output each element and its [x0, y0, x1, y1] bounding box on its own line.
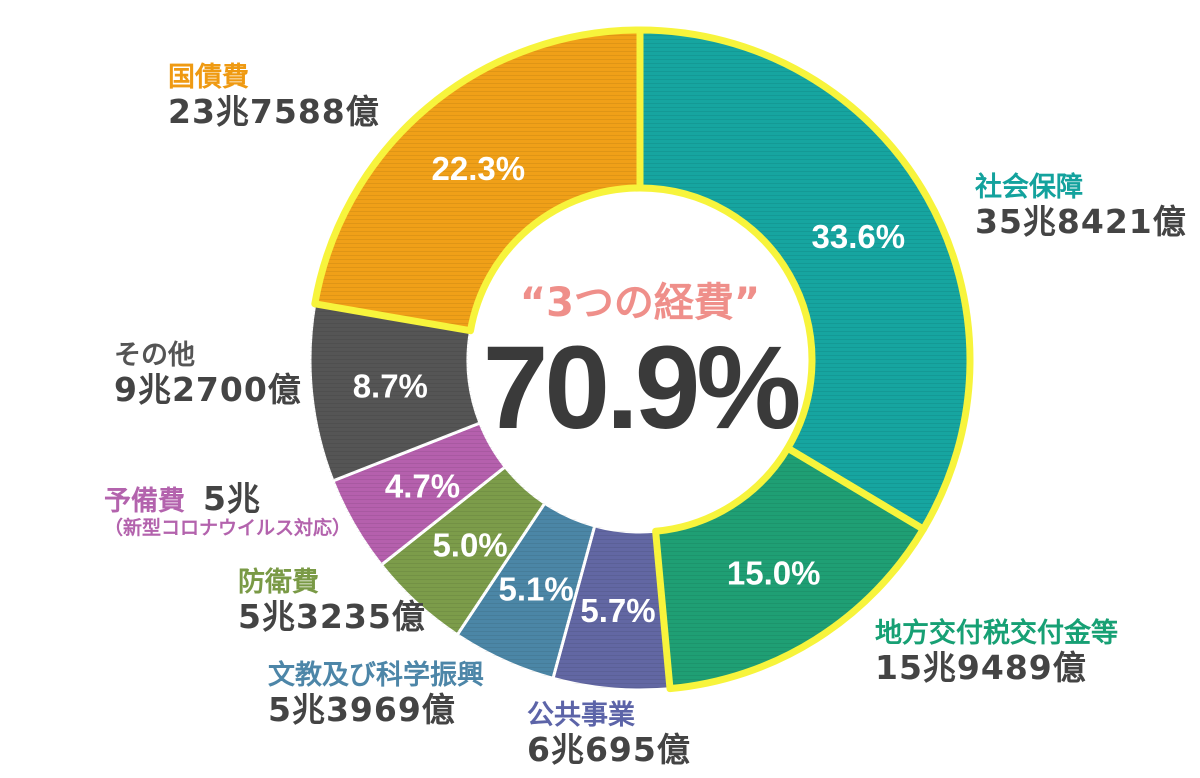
percent-label: 4.7%	[385, 467, 460, 504]
category-name: その他	[114, 340, 195, 371]
slice-texture-1	[640, 30, 970, 530]
category-label: 防衛費 5兆3235億	[238, 567, 426, 636]
category-label: 地方交付税交付金等 15兆9489億	[875, 618, 1118, 687]
highlight-outline-2	[652, 444, 927, 693]
category-row: 予備費 5兆	[104, 480, 351, 518]
category-amount: 5兆	[203, 479, 261, 518]
category-amount: 5兆3969億	[268, 690, 456, 730]
center-title: “3つの経費”	[519, 280, 761, 326]
slice-texture-8	[314, 30, 640, 331]
slice-texture-7	[309, 303, 480, 481]
percent-label: 15.0%	[727, 554, 821, 591]
highlight-outline-1	[636, 26, 974, 533]
category-label: その他 9兆2700億	[114, 340, 302, 409]
slice-texture-6	[332, 423, 506, 565]
category-name: 文教及び科学振興	[268, 660, 484, 691]
category-name: 公共事業	[527, 700, 635, 731]
slice-texture-3	[553, 525, 670, 690]
highlight-outlines	[311, 26, 974, 693]
percent-label: 5.1%	[498, 570, 573, 607]
slice-texture-5	[381, 466, 545, 635]
percent-label: 8.7%	[353, 368, 428, 405]
category-name: 社会保障	[975, 172, 1083, 203]
category-amount: 9兆2700億	[114, 370, 302, 410]
highlight-outline-8	[311, 26, 644, 335]
category-amount: 35兆8421億	[975, 202, 1187, 242]
donut-slices	[308, 28, 972, 692]
category-amount: 15兆9489億	[875, 648, 1087, 688]
category-label: 公共事業 6兆695億	[527, 700, 691, 769]
percent-label: 22.3%	[432, 150, 526, 187]
center-value: 70.9%	[482, 322, 802, 454]
percent-labels: 33.6% 15.0% 5.7%5.1% 5.0% 4.7% 8.7% 22.3%	[353, 150, 905, 629]
percent-label: 5.0%	[432, 527, 507, 564]
category-note: （新型コロナウイルス対応）	[104, 516, 352, 539]
percent-label: 5.7%	[580, 592, 655, 629]
percent-label: 33.6%	[811, 218, 905, 255]
category-label: 国債費 23兆7588億	[168, 62, 380, 131]
category-label: 文教及び科学振興 5兆3969億	[268, 660, 484, 729]
category-amount: 23兆7588億	[168, 92, 380, 132]
category-label: 予備費 5兆 （新型コロナウイルス対応）	[104, 480, 351, 540]
category-name: 予備費	[104, 486, 185, 517]
category-label: 社会保障 35兆8421億	[975, 172, 1187, 241]
category-name: 国債費	[168, 62, 249, 93]
category-name: 地方交付税交付金等	[875, 618, 1118, 649]
slice-texture-4	[457, 503, 595, 679]
slice-texture-2	[655, 448, 924, 689]
category-amount: 5兆3235億	[238, 597, 426, 637]
category-name: 防衛費	[238, 567, 319, 598]
category-amount: 6兆695億	[527, 730, 691, 770]
